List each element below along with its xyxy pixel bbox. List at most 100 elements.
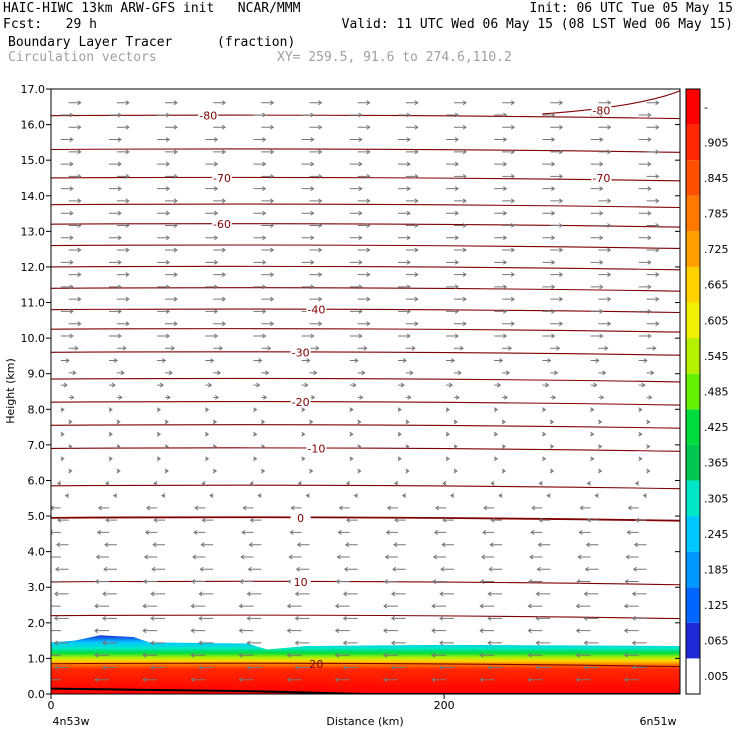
vector-arrow — [150, 615, 166, 621]
vector-arrow — [349, 309, 363, 314]
vector-arrow — [94, 579, 109, 584]
vector-arrow — [590, 456, 595, 462]
init-time: Init: 06 UTC Tue 05 May 15 — [529, 1, 734, 16]
vector-arrow — [542, 210, 556, 216]
vector-arrow — [246, 591, 262, 597]
contour-label-bg — [306, 442, 327, 454]
vector-arrow — [349, 431, 354, 437]
contour-line — [51, 244, 680, 249]
vector-arrow — [157, 161, 171, 167]
vector-arrow — [542, 161, 556, 167]
vector-arrow — [301, 186, 315, 192]
vector-arrow — [294, 640, 310, 646]
vector-arrow — [397, 235, 411, 241]
colorbar-segment — [686, 444, 700, 481]
vector-arrow — [60, 137, 74, 142]
y-tick-label: 1.0 — [28, 652, 46, 665]
vector-arrow — [253, 456, 258, 462]
vector-arrow — [638, 259, 652, 265]
vector-arrow — [490, 517, 503, 523]
vector-arrow — [157, 309, 171, 314]
vector-arrow — [164, 444, 169, 449]
vector-arrow — [357, 149, 371, 155]
vector-arrow — [301, 284, 315, 290]
vector-arrow — [190, 652, 206, 658]
colorbar-segment — [686, 302, 700, 339]
vector-arrow — [249, 517, 262, 523]
vector-arrow — [309, 296, 323, 302]
vector-arrow — [483, 505, 495, 511]
vector-arrow — [108, 235, 122, 241]
vector-arrow — [247, 566, 262, 572]
vector-arrow — [253, 186, 267, 192]
colorbar-segment — [686, 338, 700, 374]
vector-arrow — [575, 677, 591, 683]
contour-label: -20 — [292, 396, 310, 409]
vector-arrow — [337, 530, 350, 535]
vector-arrow — [550, 272, 564, 278]
vector-arrow — [108, 161, 122, 167]
vector-arrow — [193, 530, 206, 535]
y-tick-label: 8.0 — [28, 403, 46, 416]
vector-arrow — [253, 382, 261, 388]
vector-arrow — [212, 468, 218, 474]
vector-arrow — [575, 652, 591, 658]
boundary-layer-tracer — [51, 635, 680, 694]
vector-arrow — [446, 112, 459, 118]
vector-arrow — [116, 223, 130, 228]
vector-arrow — [549, 444, 555, 449]
vector-arrow — [550, 296, 564, 302]
vector-arrow — [598, 198, 612, 204]
vector-arrow — [357, 419, 362, 425]
vector-arrow — [253, 431, 258, 437]
vector-arrow — [165, 370, 173, 376]
vector-arrow — [334, 603, 350, 609]
y-tick-label: 10.0 — [21, 332, 46, 345]
vector-arrow — [549, 419, 555, 425]
vector-arrow — [357, 394, 364, 400]
vector-arrow — [309, 419, 314, 425]
vector-arrow — [631, 591, 647, 597]
vector-arrow — [51, 554, 61, 560]
vector-arrow — [394, 517, 406, 523]
vector-arrow — [646, 419, 651, 425]
vector-arrow — [165, 198, 178, 204]
vector-arrow — [550, 345, 561, 351]
colorbar-label: .305 — [704, 492, 729, 505]
vector-arrow — [397, 382, 405, 388]
vector-arrow — [116, 247, 130, 253]
vector-arrow — [309, 321, 323, 327]
vector-arrow — [453, 444, 458, 449]
vector-arrow — [583, 665, 599, 670]
vector-arrow — [205, 259, 219, 265]
vector-arrow — [453, 149, 467, 155]
vector-arrow — [101, 640, 117, 646]
vector-arrow — [309, 173, 323, 179]
vector-arrow — [294, 591, 310, 597]
forecast-hour: Fcst: 29 h — [3, 17, 97, 32]
vector-arrow — [446, 161, 459, 167]
vector-arrow — [494, 186, 508, 192]
vector-arrow — [502, 223, 516, 228]
vector-arrow — [309, 272, 323, 278]
vector-arrow — [261, 296, 275, 302]
vector-arrow — [453, 468, 458, 474]
vector-arrow — [157, 210, 171, 216]
vector-arrow — [253, 112, 267, 118]
vector-arrow — [357, 370, 366, 376]
vector-arrow — [68, 272, 82, 278]
vector-arrow — [94, 677, 109, 683]
vector-arrow — [542, 333, 556, 339]
vector-arrow — [646, 149, 660, 155]
vector-arrow — [142, 603, 158, 609]
vector-arrow — [583, 640, 599, 646]
vector-arrow — [213, 394, 220, 400]
vector-arrow — [502, 296, 516, 302]
vector-arrow — [401, 493, 407, 499]
vector-arrow — [164, 419, 169, 425]
vector-arrow — [309, 124, 323, 130]
y-tick-label: 3.0 — [28, 581, 46, 594]
vector-arrow — [242, 505, 254, 511]
colorbar-label: .845 — [704, 172, 729, 185]
x-end-label-right: 6n51w — [640, 715, 677, 728]
